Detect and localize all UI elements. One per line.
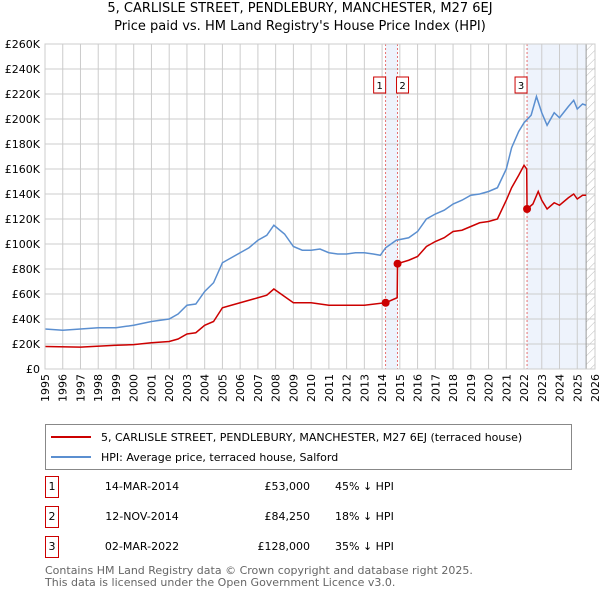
y-tick-label: £180K bbox=[5, 138, 41, 151]
y-tick-label: £260K bbox=[5, 38, 41, 51]
legend-item-property: 5, CARLISLE STREET, PENDLEBURY, MANCHEST… bbox=[46, 427, 522, 447]
y-tick-label: £240K bbox=[5, 63, 41, 76]
sale-number-badge: 2 bbox=[45, 506, 59, 528]
sale-number-badge: 3 bbox=[45, 536, 59, 558]
sale-label-box bbox=[396, 76, 410, 94]
sale-price: £53,000 bbox=[264, 480, 311, 493]
sale-price: £128,000 bbox=[257, 540, 311, 553]
footer-line: This data is licensed under the Open Gov… bbox=[45, 576, 396, 589]
x-tick-label: 2005 bbox=[216, 374, 229, 402]
y-tick-label: £20K bbox=[12, 338, 41, 351]
x-tick-label: 1997 bbox=[74, 374, 87, 402]
x-tick-label: 2015 bbox=[394, 374, 407, 402]
sale-point bbox=[393, 259, 402, 268]
x-tick-label: 2019 bbox=[465, 374, 478, 402]
x-tick-label: 2013 bbox=[358, 374, 371, 402]
x-tick-label: 2026 bbox=[589, 374, 600, 402]
sale-point bbox=[381, 298, 390, 307]
x-tick-label: 2024 bbox=[554, 374, 567, 402]
sale-date: 12-NOV-2014 bbox=[105, 510, 179, 523]
x-tick-label: 2020 bbox=[483, 374, 496, 402]
y-tick-label: £200K bbox=[5, 113, 41, 126]
sale-hpi-diff: 45% ↓ HPI bbox=[335, 480, 394, 493]
y-tick-label: £100K bbox=[5, 238, 41, 251]
footer: Contains HM Land Registry data © Crown c… bbox=[45, 565, 473, 589]
sale-label: 1 bbox=[376, 81, 382, 92]
hpi-line bbox=[44, 93, 587, 332]
x-tick-label: 2011 bbox=[323, 374, 336, 402]
sale-price: £84,250 bbox=[264, 510, 311, 523]
sale-label: 2 bbox=[399, 81, 405, 92]
y-tick-label: £120K bbox=[5, 213, 41, 226]
x-tick-label: 2014 bbox=[376, 374, 389, 402]
x-tick-label: 2006 bbox=[234, 374, 247, 402]
legend-item-hpi: HPI: Average price, terraced house, Salf… bbox=[46, 447, 338, 467]
sale-label: 3 bbox=[518, 81, 524, 92]
x-tick-label: 2008 bbox=[270, 374, 283, 402]
x-tick-label: 2010 bbox=[305, 374, 318, 402]
x-tick-label: 2007 bbox=[252, 374, 265, 402]
sale-hpi-diff: 35% ↓ HPI bbox=[335, 540, 394, 553]
shaded-period bbox=[385, 44, 398, 369]
x-tick-label: 2004 bbox=[199, 374, 212, 402]
footer-line: Contains HM Land Registry data © Crown c… bbox=[45, 564, 473, 577]
y-tick-label: £0 bbox=[26, 363, 40, 376]
x-tick-label: 2023 bbox=[536, 374, 549, 402]
y-tick-label: £40K bbox=[12, 313, 41, 326]
x-tick-label: 1996 bbox=[57, 374, 70, 402]
legend-label: 5, CARLISLE STREET, PENDLEBURY, MANCHEST… bbox=[101, 430, 523, 444]
y-tick-label: £140K bbox=[5, 188, 41, 201]
sale-date: 02-MAR-2022 bbox=[104, 540, 180, 553]
y-tick-label: £160K bbox=[5, 163, 41, 176]
x-tick-label: 2000 bbox=[128, 374, 141, 402]
legend-swatch-red bbox=[51, 436, 91, 438]
y-tick-label: £60K bbox=[12, 288, 41, 301]
x-tick-label: 1995 bbox=[39, 374, 52, 402]
sale-label-box bbox=[514, 76, 528, 94]
property-price-line bbox=[44, 163, 587, 348]
sale-point bbox=[523, 205, 532, 213]
x-tick-label: 2022 bbox=[518, 374, 531, 402]
y-tick-label: £80K bbox=[12, 263, 41, 276]
y-tick-label: £220K bbox=[5, 88, 41, 101]
x-tick-label: 1999 bbox=[110, 374, 123, 402]
chart-title: 5, CARLISLE STREET, PENDLEBURY, MANCHEST… bbox=[107, 1, 493, 16]
legend-swatch-blue bbox=[51, 456, 91, 458]
sale-label-box bbox=[373, 76, 387, 94]
plot-border bbox=[44, 43, 596, 370]
plot-area: 1995 1996 1997 1998 1999 2000 2001 2002 2003 2004… bbox=[5, 38, 600, 402]
x-tick-label: 2012 bbox=[341, 374, 354, 402]
sale-hpi-diff: 18% ↓ HPI bbox=[335, 510, 394, 523]
legend-label: HPI: Average price, terraced house, Salf… bbox=[101, 450, 339, 464]
x-tick-label: 2009 bbox=[287, 374, 300, 402]
x-tick-label: 2017 bbox=[429, 374, 442, 402]
x-tick-label: 2002 bbox=[163, 374, 176, 402]
x-tick-label: 2016 bbox=[412, 374, 425, 402]
legend: 5, CARLISLE STREET, PENDLEBURY, MANCHEST… bbox=[45, 424, 572, 470]
sale-number-badge: 1 bbox=[45, 476, 59, 498]
x-tick-label: 1998 bbox=[92, 374, 105, 402]
x-tick-label: 2025 bbox=[571, 374, 584, 402]
x-tick-label: 2018 bbox=[447, 374, 460, 402]
x-tick-label: 2003 bbox=[181, 374, 194, 402]
chart-subtitle: Price paid vs. HM Land Registry's House … bbox=[114, 19, 486, 34]
future-hatch bbox=[586, 44, 595, 369]
x-tick-label: 2001 bbox=[145, 374, 158, 402]
x-tick-label: 2021 bbox=[500, 374, 513, 402]
sale-date: 14-MAR-2014 bbox=[104, 480, 180, 493]
